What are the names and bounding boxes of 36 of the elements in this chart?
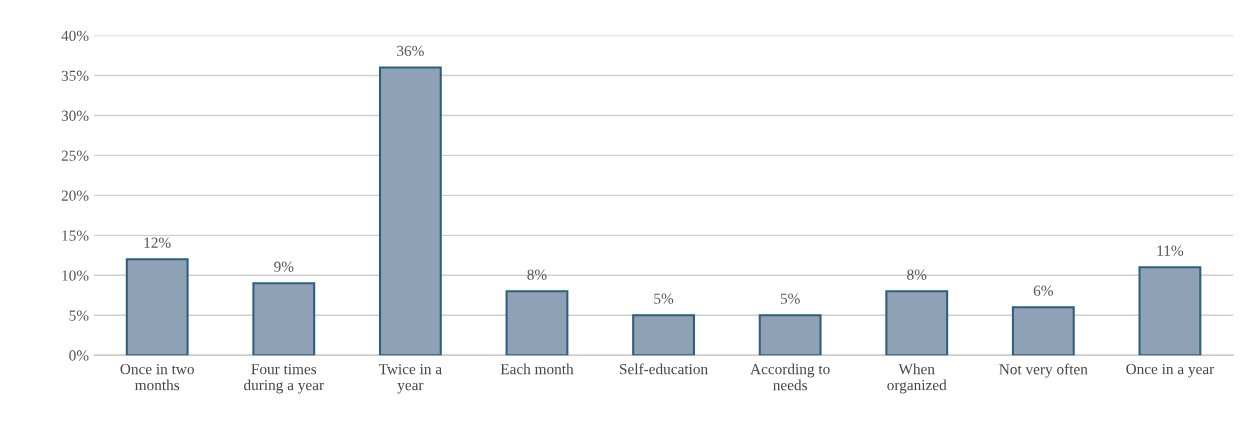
data-label: 12% [144, 237, 171, 248]
bar [632, 314, 695, 356]
data-label: 5% [780, 293, 800, 304]
x-tick-label: When organized [887, 363, 947, 394]
data-label: 8% [907, 269, 927, 280]
x-tick-label: According to needs [750, 363, 830, 391]
bar [1011, 306, 1075, 356]
y-tick-label: 40% [61, 30, 89, 42]
data-label: 36% [397, 45, 424, 57]
y-tick-label: 35% [61, 70, 89, 81]
x-tick-label: Each month [500, 363, 574, 375]
data-label: 5% [654, 293, 674, 304]
y-tick-label: 20% [61, 190, 89, 201]
y-tick-label: 0% [69, 350, 89, 361]
x-tick-label: Once in a year [1126, 363, 1215, 378]
x-tick-label: Self-education [620, 363, 708, 375]
bar [125, 258, 189, 356]
data-label: 11% [1157, 245, 1184, 256]
bar [505, 290, 569, 356]
x-tick-label: Once in two months [120, 364, 194, 391]
bar [885, 290, 949, 356]
y-tick-label: 15% [62, 230, 89, 241]
x-tick-label: Twice in a year [378, 364, 442, 394]
y-tick-label: 10% [62, 270, 89, 281]
bar [252, 282, 316, 356]
data-label: 9% [274, 261, 294, 272]
data-label: 8% [527, 269, 547, 280]
x-tick-label: Four times during a year [244, 364, 324, 394]
data-label: 6% [1033, 285, 1053, 296]
y-tick-label: 5% [69, 310, 89, 321]
y-tick-label: 30% [61, 110, 89, 121]
y-tick-label: 25% [61, 150, 89, 161]
bar [378, 66, 442, 356]
bar [758, 314, 822, 356]
x-tick-label: Not very often [999, 363, 1088, 378]
bar [1138, 266, 1202, 356]
